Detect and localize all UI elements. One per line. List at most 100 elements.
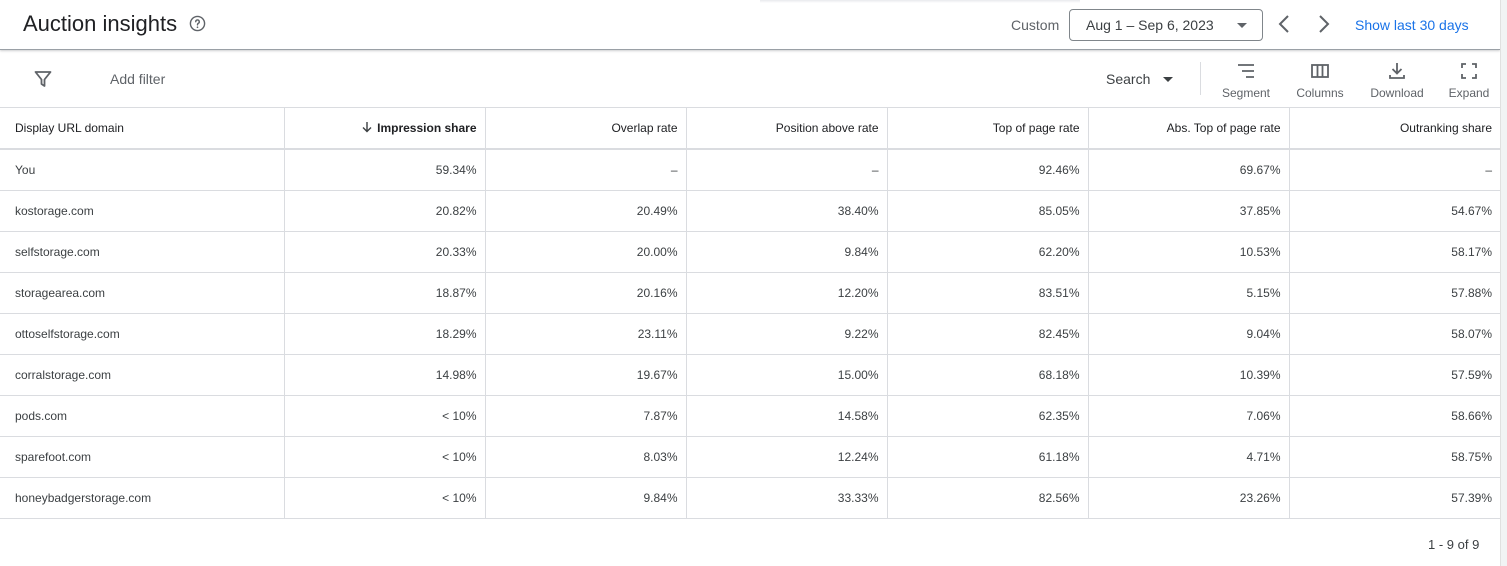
date-range-value: Aug 1 – Sep 6, 2023: [1086, 17, 1214, 33]
table-cell: 33.33%: [686, 477, 888, 519]
table-cell: 15.00%: [686, 354, 888, 396]
table-cell: 62.35%: [887, 395, 1089, 437]
table-cell: 10.53%: [1088, 231, 1290, 273]
columns-icon: [1311, 64, 1329, 78]
dropdown-caret-icon: [1163, 77, 1173, 82]
help-icon[interactable]: [189, 15, 206, 32]
table-cell: ottoselfstorage.com: [0, 313, 285, 355]
table-cell: < 10%: [284, 395, 486, 437]
table-cell: 58.07%: [1289, 313, 1500, 355]
table-cell: 14.98%: [284, 354, 486, 396]
segment-label: Segment: [1221, 86, 1271, 100]
table-cell: 7.06%: [1088, 395, 1290, 437]
column-header-outranking-share[interactable]: Outranking share: [1289, 108, 1500, 150]
table-cell: corralstorage.com: [0, 354, 285, 396]
table-cell: 9.04%: [1088, 313, 1290, 355]
table-cell: 20.00%: [485, 231, 687, 273]
table-cell: 9.84%: [485, 477, 687, 519]
table-cell: 58.75%: [1289, 436, 1500, 478]
download-icon: [1389, 63, 1405, 79]
table-row: kostorage.com 20.82% 20.49% 38.40% 85.05% 37.…: [0, 190, 1500, 232]
table-cell: 20.82%: [284, 190, 486, 232]
table-cell: –: [686, 149, 888, 191]
table-row: You 59.34% – –92.46% 69.67% –: [0, 149, 1500, 191]
page-title: Auction insights: [23, 11, 178, 36]
table-cell: 5.15%: [1088, 272, 1290, 314]
table-cell: 12.24%: [686, 436, 888, 478]
table-cell: 92.46%: [887, 149, 1089, 191]
table-cell: selfstorage.com: [0, 231, 285, 273]
table-cell: 82.56%: [887, 477, 1089, 519]
table-cell: 9.84%: [686, 231, 888, 273]
table-cell: –: [1289, 149, 1500, 191]
table-cell: pods.com: [0, 395, 285, 437]
popup-shadow: [760, 0, 1080, 3]
table-cell: 68.18%: [887, 354, 1089, 396]
table-cell: 20.16%: [485, 272, 687, 314]
expand-label: Expand: [1448, 86, 1490, 100]
custom-range-label: Custom: [1011, 17, 1060, 33]
table-cell: 38.40%: [686, 190, 888, 232]
table-cell: 20.33%: [284, 231, 486, 273]
table-cell: 57.39%: [1289, 477, 1500, 519]
table-row: sparefoot.com < 10% 8.03% 12.24% 61.18% 4.71%…: [0, 436, 1500, 478]
table-cell: sparefoot.com: [0, 436, 285, 478]
table-cell: 23.26%: [1088, 477, 1290, 519]
table-cell: 20.49%: [485, 190, 687, 232]
pagination-label: 1 - 9 of 9: [1428, 537, 1480, 552]
table-cell: 61.18%: [887, 436, 1089, 478]
table-cell: 14.58%: [686, 395, 888, 437]
table-header-row: Display URL domain Impression share Over…: [0, 108, 1500, 150]
column-header-label: Impression share: [377, 121, 477, 135]
date-range-dropdown[interactable]: Aug 1 – Sep 6, 2023: [1069, 9, 1263, 41]
table-cell: honeybadgerstorage.com: [0, 477, 285, 519]
chevron-right-icon[interactable]: [1316, 13, 1332, 35]
table-cell: 58.17%: [1289, 231, 1500, 273]
table-row: corralstorage.com 14.98% 19.67% 15.00% 68.18…: [0, 354, 1500, 396]
table-cell: 18.87%: [284, 272, 486, 314]
table-cell: 7.87%: [485, 395, 687, 437]
table-row: honeybadgerstorage.com < 10% 9.84% 33.33% 82…: [0, 477, 1500, 519]
table-cell: You: [0, 149, 285, 191]
table-cell: < 10%: [284, 436, 486, 478]
table-cell: 37.85%: [1088, 190, 1290, 232]
table-row: selfstorage.com 20.33% 20.00% 9.84% 62.20% 10…: [0, 231, 1500, 273]
column-header-impression-share[interactable]: Impression share: [284, 108, 486, 150]
expand-button[interactable]: Expand: [1444, 61, 1494, 101]
table-cell: 10.39%: [1088, 354, 1290, 396]
show-last-30-days-link[interactable]: Show last 30 days: [1355, 17, 1469, 33]
table-cell: 58.66%: [1289, 395, 1500, 437]
table-cell: 9.22%: [686, 313, 888, 355]
chevron-left-icon[interactable]: [1276, 13, 1292, 35]
expand-icon: [1461, 63, 1477, 79]
columns-button[interactable]: Columns: [1290, 61, 1350, 101]
filter-icon[interactable]: [34, 70, 52, 88]
table-cell: 19.67%: [485, 354, 687, 396]
segment-button[interactable]: Segment: [1216, 61, 1276, 101]
column-header-overlap-rate[interactable]: Overlap rate: [485, 108, 687, 150]
table-cell: storagearea.com: [0, 272, 285, 314]
toolbar: Add filter Search Segment Columns Downlo…: [0, 51, 1500, 108]
table-cell: 83.51%: [887, 272, 1089, 314]
table-cell: –: [485, 149, 687, 191]
table-cell: < 10%: [284, 477, 486, 519]
table-cell: 85.05%: [887, 190, 1089, 232]
table-cell: 4.71%: [1088, 436, 1290, 478]
scrollbar[interactable]: [1500, 0, 1507, 566]
dropdown-caret-icon: [1237, 23, 1247, 28]
columns-label: Columns: [1296, 86, 1344, 100]
download-button[interactable]: Download: [1366, 61, 1428, 101]
auction-insights-table: Display URL domain Impression share Over…: [0, 108, 1500, 519]
column-header-top-of-page-rate[interactable]: Top of page rate: [887, 108, 1089, 150]
table-cell: 82.45%: [887, 313, 1089, 355]
table-cell: 57.59%: [1289, 354, 1500, 396]
download-label: Download: [1370, 86, 1424, 100]
table-row: pods.com < 10% 7.87% 14.58% 62.35% 7.06% 58.66…: [0, 395, 1500, 437]
campaign-type-dropdown[interactable]: Search: [1106, 71, 1151, 87]
table-cell: 23.11%: [485, 313, 687, 355]
column-header-position-above-rate[interactable]: Position above rate: [686, 108, 888, 150]
column-header-abs-top-of-page-rate[interactable]: Abs. Top of page rate: [1088, 108, 1290, 150]
column-header-display-url-domain[interactable]: Display URL domain: [0, 108, 285, 150]
add-filter-button[interactable]: Add filter: [110, 71, 166, 87]
table-cell: kostorage.com: [0, 190, 285, 232]
